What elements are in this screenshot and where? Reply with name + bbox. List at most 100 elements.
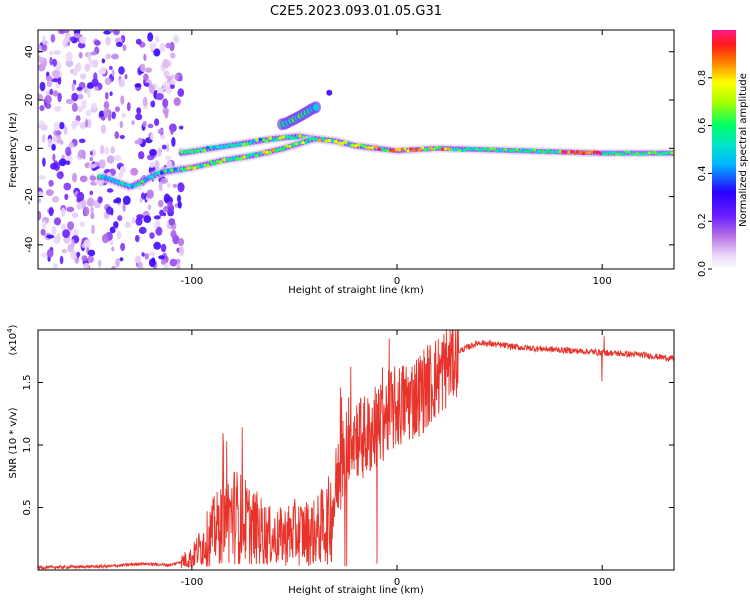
main-band-cell (110, 177, 115, 182)
main-band-cell (458, 148, 462, 152)
spectrogram-xtick-label: -100 (181, 276, 204, 287)
noise-dot (153, 215, 161, 220)
noise-dot (46, 248, 54, 258)
main-band-cell (472, 146, 476, 150)
main-band-cell (179, 167, 184, 171)
noise-dot (160, 243, 167, 253)
spectrogram-marks (38, 30, 674, 269)
noise-dot (160, 134, 166, 140)
noise-dot (63, 182, 72, 191)
main-band-cell (564, 150, 568, 154)
noise-dot (40, 124, 48, 131)
main-band-cell (573, 152, 577, 156)
main-band-cell (544, 150, 548, 154)
noise-dot (71, 102, 78, 113)
noise-dot (76, 191, 85, 202)
noise-dot (49, 88, 53, 96)
noise-dot (52, 58, 57, 67)
main-band-cell (449, 148, 453, 152)
noise-dot (38, 210, 42, 221)
noise-dot (144, 253, 149, 260)
main-band-cell (202, 163, 207, 167)
noise-dot (135, 113, 143, 121)
noise-dot (115, 41, 123, 48)
noise-dot (155, 226, 163, 236)
upper-branch-cell (209, 145, 214, 149)
snr-marks (38, 330, 674, 570)
noise-dot (59, 30, 65, 35)
noise-dot (124, 221, 131, 229)
snr-multiplier-exp: 4 (6, 328, 14, 333)
noise-dot (86, 197, 95, 207)
noise-dot (76, 106, 84, 113)
main-band-cell (107, 176, 112, 180)
snr-series-line (38, 330, 674, 570)
main-band-cell (440, 148, 445, 151)
upper-branch-cell (291, 136, 296, 140)
main-band-cell (271, 148, 276, 152)
noise-dot (41, 220, 47, 230)
noise-dot (91, 78, 99, 87)
noise-dot (74, 63, 81, 71)
main-band-cell (650, 151, 654, 155)
snr-multiplier-close: ) (8, 324, 19, 328)
noise-dot (154, 221, 158, 230)
noise-dot (143, 215, 152, 224)
noise-dot (38, 55, 41, 61)
noise-dot (60, 140, 64, 145)
noise-dot (177, 201, 182, 209)
main-band-cell (435, 145, 439, 149)
noise-dot (75, 115, 81, 122)
noise-dot (72, 68, 78, 77)
noise-dot (105, 53, 112, 60)
main-band-cell (578, 150, 583, 154)
main-band-cell (484, 146, 488, 150)
noise-dot (47, 138, 53, 148)
main-band-cell (653, 150, 657, 154)
noise-dot (155, 93, 164, 101)
main-band-cell (327, 138, 332, 143)
noise-dot (138, 226, 147, 234)
noise-dot (110, 30, 114, 33)
upper-branch-cell (222, 144, 227, 148)
noise-dot (134, 83, 142, 88)
noise-dot (45, 90, 51, 96)
noise-dot (83, 206, 90, 217)
main-band-cell (215, 160, 220, 164)
upper-branch-cell (202, 149, 207, 153)
noise-dot (62, 229, 70, 239)
main-band-cell (146, 175, 151, 179)
main-band-cell (143, 178, 148, 183)
noise-dot (130, 167, 139, 176)
main-band-cell (567, 150, 571, 154)
colorbar: 0.0 0.2 0.4 0.6 0.8 Normalized spectral ampl… (697, 30, 749, 277)
main-band-cell (613, 151, 617, 155)
main-band-cell (558, 150, 562, 154)
upper-branch-cell (261, 138, 266, 142)
main-band-cell (598, 152, 603, 156)
noise-dot (177, 238, 185, 247)
noise-dot (38, 94, 44, 100)
noise-dot (176, 263, 181, 269)
noise-dot (111, 265, 117, 269)
noise-dot (87, 255, 94, 263)
noise-dot (52, 90, 59, 97)
noise-dot (142, 120, 147, 128)
main-band-cell (268, 150, 273, 154)
noise-dot (91, 224, 95, 235)
main-band-cell (409, 147, 413, 151)
colorbar-tick-label: 0.2 (697, 213, 708, 229)
main-band-cell (656, 152, 660, 156)
noise-dot (135, 217, 143, 226)
noise-dot (51, 144, 56, 151)
main-band-cell (386, 149, 390, 153)
noise-dot (67, 221, 75, 231)
noise-dot (71, 212, 79, 218)
main-band-cell (173, 167, 177, 171)
noise-dot (61, 154, 65, 160)
main-band-cell (581, 152, 585, 156)
noise-dot (141, 266, 145, 269)
main-band-cell (291, 143, 296, 147)
main-band-cell (320, 136, 325, 140)
noise-dot (149, 42, 157, 51)
